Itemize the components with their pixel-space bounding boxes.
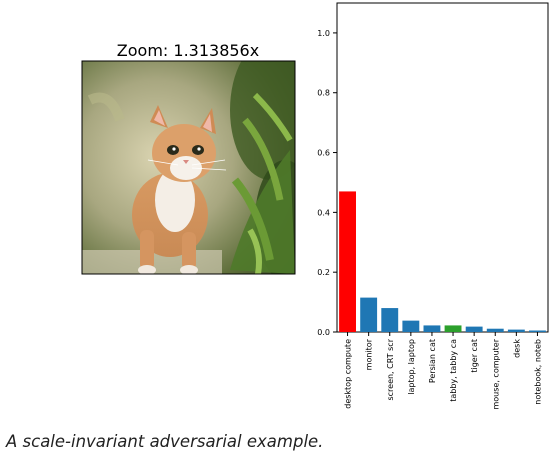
y-tick-label: 0.4 xyxy=(317,208,330,217)
x-tick-label: desk xyxy=(512,339,521,358)
x-tick-label: mouse, computer xyxy=(491,338,500,409)
bar xyxy=(529,330,546,332)
x-tick-label: desktop compute xyxy=(344,339,353,409)
bar xyxy=(465,326,483,332)
x-tick-label: Persian cat xyxy=(428,339,437,383)
x-tick-label: screen, CRT scr xyxy=(386,338,395,400)
bar xyxy=(381,308,399,332)
x-tick-label: tabby, tabby ca xyxy=(449,339,458,402)
y-tick-label: 0.2 xyxy=(317,268,330,277)
bar xyxy=(423,325,441,332)
y-tick-label: 0.8 xyxy=(317,89,330,98)
chart-axes-frame xyxy=(336,2,549,333)
figure-caption: A scale-invariant adversarial example. xyxy=(6,432,324,451)
x-tick-label: monitor xyxy=(365,338,374,370)
x-tick-label: laptop, laptop xyxy=(407,339,416,395)
x-tick-label: notebook, noteb xyxy=(533,339,542,405)
y-tick-label: 0.0 xyxy=(317,328,330,337)
bar xyxy=(339,191,356,332)
bar xyxy=(360,297,378,332)
image-title: Zoom: 1.313856x xyxy=(117,41,259,60)
bar xyxy=(444,325,462,332)
figure: Zoom: 1.313856x 0.00. xyxy=(81,2,549,410)
kitten-photo xyxy=(82,61,295,274)
bar xyxy=(486,328,504,332)
bar xyxy=(402,320,420,332)
x-tick-label: tiger cat xyxy=(470,339,479,373)
y-tick-label: 1.0 xyxy=(317,29,330,38)
photo-frame xyxy=(81,60,296,275)
bar xyxy=(507,329,525,332)
probability-bar-chart: 0.0 0.2 0.4 0.6 0.8 1.0 desktop compute monitor… xyxy=(317,2,549,410)
y-tick-label: 0.6 xyxy=(317,149,330,158)
